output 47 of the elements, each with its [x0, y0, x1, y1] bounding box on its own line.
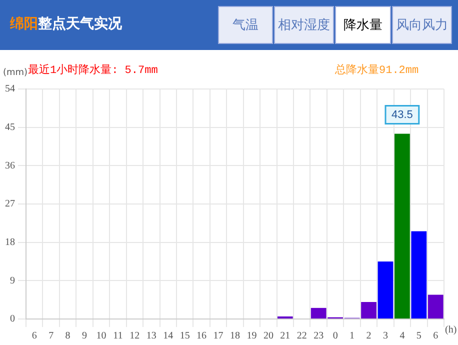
- y-tick-label: 54: [5, 84, 15, 95]
- text: 降水量: [335, 6, 391, 44]
- x-tick-label: 12: [130, 330, 140, 342]
- x-tick-label: 4: [400, 330, 405, 342]
- x-tick-label: 21: [280, 330, 290, 342]
- x-tick-label: 22: [296, 330, 307, 342]
- bar: [411, 231, 427, 318]
- x-tick-label: 6: [32, 330, 37, 342]
- y-tick-label: 0: [10, 314, 15, 325]
- y-axis-title: (mm): [3, 68, 28, 78]
- x-tick-label: 14: [163, 330, 174, 342]
- x-tick-label: 23: [314, 330, 324, 342]
- bar: [378, 262, 394, 318]
- x-tick-label: 17: [213, 330, 224, 342]
- x-tick-label: 10: [96, 330, 106, 342]
- text: 总降水量91.2mm: [335, 63, 419, 77]
- x-tick-label: 16: [196, 330, 207, 342]
- text: 相对湿度: [274, 6, 334, 44]
- x-tick-label: 2: [366, 330, 372, 342]
- x-tick-label: 1: [350, 330, 355, 342]
- x-tick-label: 9: [82, 330, 88, 342]
- text: 气温: [218, 6, 273, 44]
- y-tick-label: 36: [5, 160, 15, 172]
- bar: [428, 294, 444, 318]
- x-tick-label: 6: [433, 330, 438, 342]
- x-tick-label: 8: [65, 330, 70, 342]
- y-tick-label: 27: [5, 198, 15, 210]
- x-tick-label: 11: [113, 330, 123, 342]
- x-tick-label: 19: [246, 330, 257, 342]
- y-tick-label: 18: [5, 236, 15, 248]
- text: 风向风力: [392, 6, 452, 44]
- y-tick-label: 9: [10, 275, 15, 286]
- x-tick-label: 3: [382, 330, 388, 342]
- data-label: 43.5: [391, 108, 413, 121]
- x-tick-label: 20: [263, 330, 274, 342]
- chart-title: 绵阳整点天气实况: [10, 15, 122, 33]
- x-tick-label: 15: [180, 330, 190, 342]
- y-tick-label: 45: [5, 122, 15, 133]
- bar: [394, 134, 410, 318]
- x-tick-label: 13: [146, 330, 156, 342]
- x-tick-label: 18: [230, 330, 240, 342]
- x-tick-label: 0: [332, 330, 338, 342]
- x-axis-title: (h): [445, 324, 457, 336]
- bar: [361, 302, 376, 318]
- text: 最近1小时降水量: 5.7mm: [28, 63, 158, 77]
- x-tick-label: 7: [48, 330, 54, 342]
- x-tick-label: 5: [416, 330, 422, 342]
